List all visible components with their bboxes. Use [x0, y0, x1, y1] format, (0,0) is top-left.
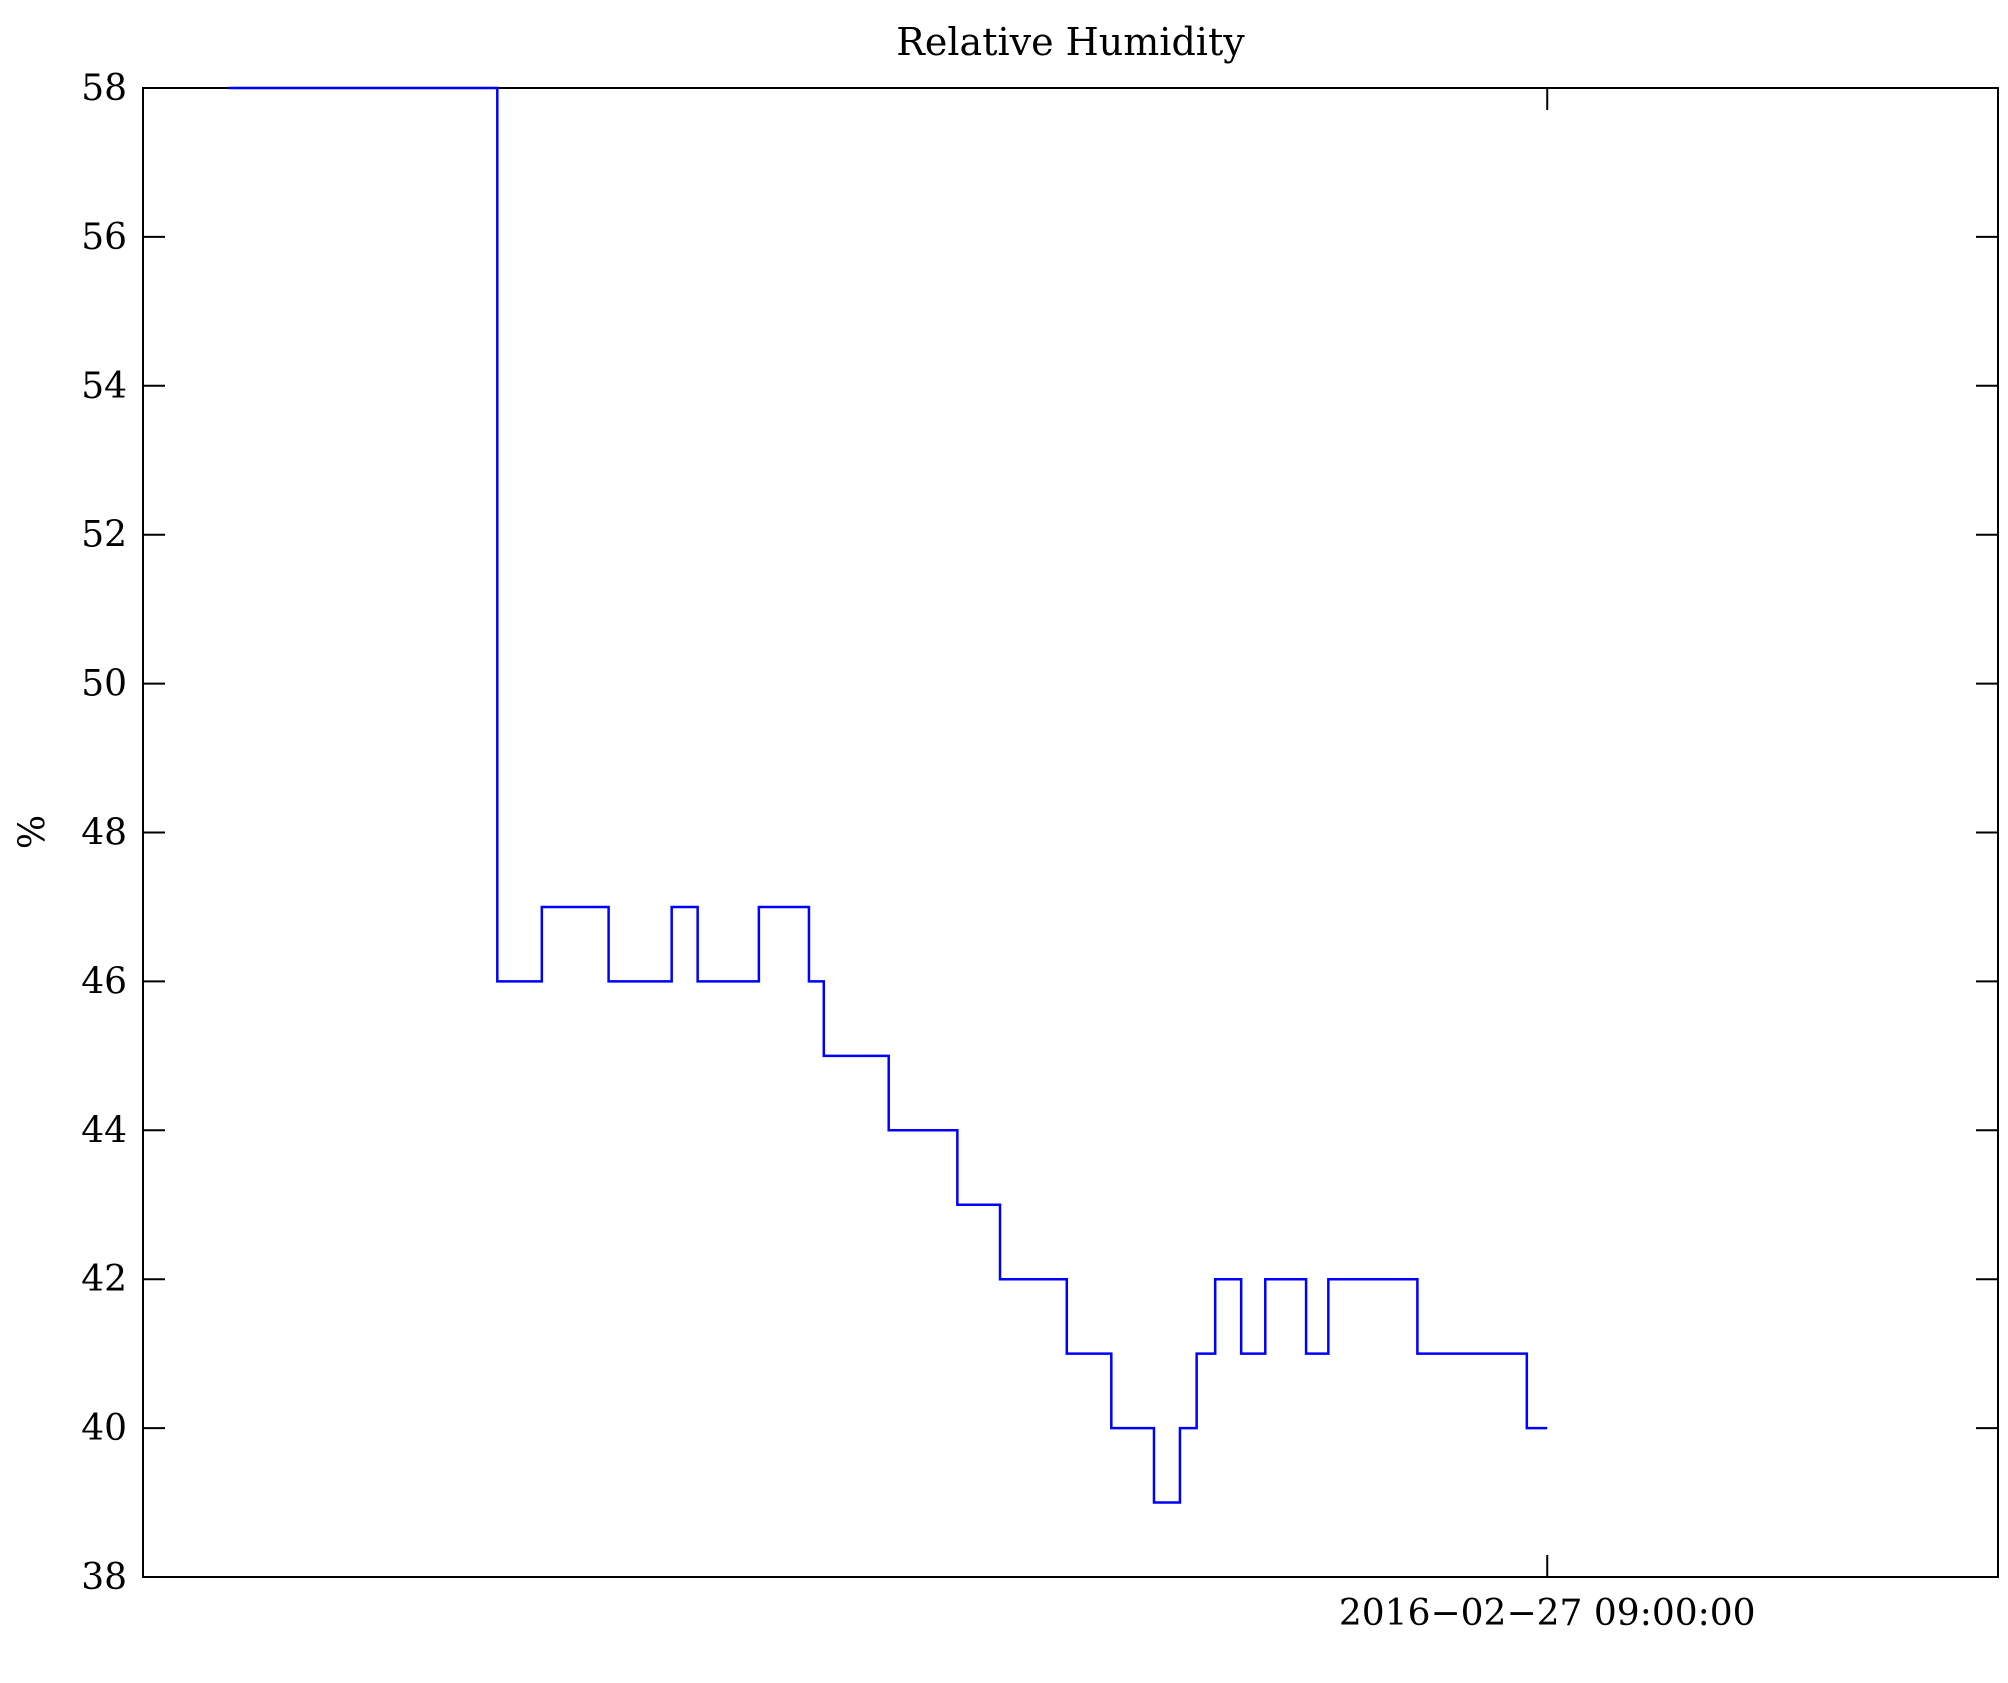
- y-tick-label: 58: [81, 68, 127, 109]
- y-tick-label: 56: [81, 217, 127, 258]
- x-tick-label: 2016−02−27 09:00:00: [1339, 1593, 1756, 1634]
- y-tick-label: 40: [81, 1408, 127, 1449]
- y-tick-label: 46: [81, 961, 127, 1002]
- y-tick-label: 54: [81, 366, 127, 407]
- y-tick-label: 38: [81, 1557, 127, 1598]
- y-tick-label: 48: [81, 813, 127, 854]
- y-tick-label: 50: [81, 664, 127, 705]
- chart-title: Relative Humidity: [896, 20, 1245, 64]
- y-tick-label: 42: [81, 1259, 127, 1300]
- y-tick-label: 52: [81, 515, 127, 556]
- humidity-step-line: [228, 86, 1548, 1504]
- y-tick-label: 44: [81, 1110, 127, 1151]
